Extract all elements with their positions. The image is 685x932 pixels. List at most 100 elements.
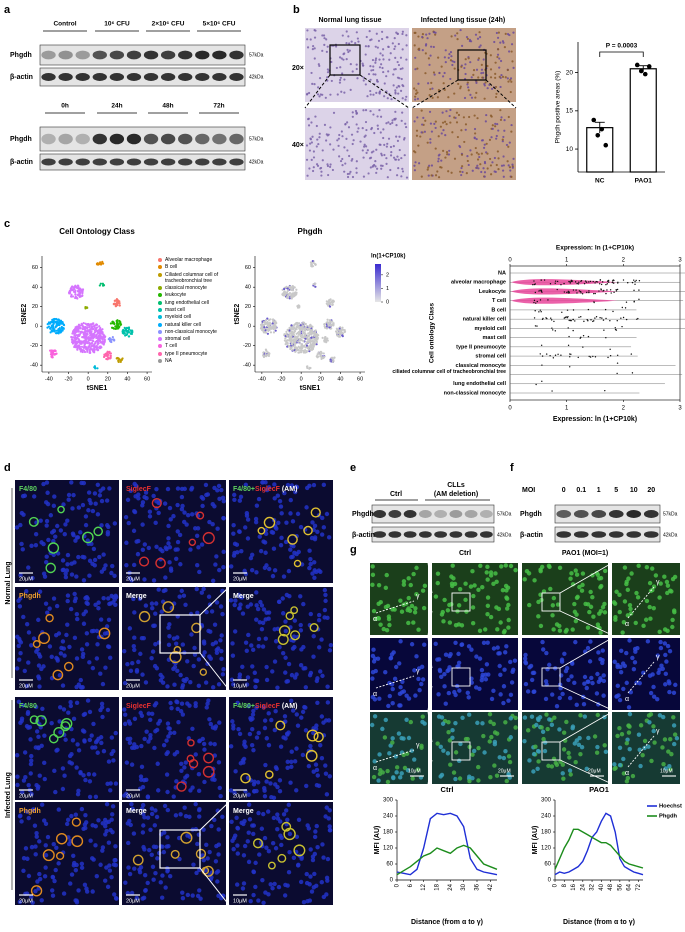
- cell: [444, 61, 447, 64]
- cell: [39, 540, 44, 545]
- cell: [387, 45, 390, 48]
- scale-bar-label: 20μM: [126, 793, 140, 799]
- cell-dot: [263, 326, 266, 329]
- cell: [383, 95, 386, 98]
- cell: [465, 35, 469, 39]
- cell-dot: [609, 289, 612, 291]
- cell: [379, 115, 383, 118]
- cell-dot: [316, 353, 319, 356]
- cell: [294, 746, 299, 751]
- cell: [470, 568, 475, 574]
- cell: [124, 562, 129, 568]
- cell: [315, 163, 319, 166]
- cell: [476, 164, 479, 167]
- cell-dot: [294, 338, 297, 341]
- cell: [231, 522, 236, 528]
- cell: [89, 541, 94, 547]
- cell: [246, 859, 252, 865]
- cell: [482, 58, 485, 61]
- cell: [451, 576, 456, 581]
- y-tick-label: -40: [30, 363, 38, 369]
- cell: [166, 536, 171, 541]
- blot-band: [143, 158, 159, 166]
- cell: [478, 31, 481, 34]
- cell: [484, 120, 487, 123]
- cell: [109, 751, 114, 757]
- cell: [231, 553, 237, 558]
- cell: [160, 844, 165, 849]
- cell: [357, 40, 360, 43]
- cell-dot: [636, 318, 638, 320]
- cell-dot: [539, 309, 542, 311]
- cell: [100, 486, 106, 491]
- cell: [318, 95, 321, 98]
- cell-dot: [269, 323, 272, 326]
- cell: [340, 90, 343, 93]
- cell-dot: [108, 336, 111, 340]
- cell: [312, 871, 317, 877]
- cell: [502, 41, 505, 44]
- cell: [497, 31, 500, 34]
- data-point: [595, 132, 601, 138]
- cell-dot: [331, 360, 334, 363]
- cell: [414, 151, 417, 154]
- cell: [448, 149, 451, 152]
- cell-dot: [75, 296, 79, 300]
- cell-dot: [329, 358, 332, 361]
- cell-dot: [332, 300, 335, 303]
- cell: [446, 153, 449, 156]
- cell: [320, 842, 325, 847]
- cell: [401, 67, 404, 70]
- cell-dot: [290, 339, 293, 342]
- cell: [56, 861, 61, 866]
- cell: [270, 841, 276, 846]
- blot-band: [160, 73, 176, 81]
- cell: [416, 91, 419, 94]
- cell: [253, 684, 258, 690]
- cell: [367, 172, 370, 175]
- cell-dot: [306, 340, 309, 344]
- cell: [59, 645, 64, 651]
- cell-dot: [106, 350, 109, 353]
- cell: [573, 618, 579, 624]
- cell: [507, 164, 510, 167]
- cell: [501, 75, 505, 78]
- cell-dot: [293, 336, 296, 339]
- cell: [94, 873, 99, 879]
- cell: [314, 115, 317, 118]
- cell-dot: [260, 325, 264, 328]
- cell: [157, 718, 163, 724]
- cell: [425, 33, 428, 36]
- cell-dot: [94, 341, 97, 344]
- cell: [645, 639, 651, 644]
- cell-dot: [262, 323, 265, 326]
- cell: [236, 726, 241, 732]
- inset-line: [427, 685, 433, 711]
- cell-dot: [609, 319, 611, 322]
- cell: [51, 528, 57, 534]
- cell: [23, 774, 28, 780]
- cell: [319, 166, 323, 170]
- cell: [87, 737, 93, 743]
- cell: [445, 608, 451, 613]
- cell-dot: [130, 332, 134, 336]
- cell: [167, 505, 173, 511]
- cell: [498, 692, 503, 697]
- cell: [568, 576, 573, 581]
- cell: [113, 730, 118, 736]
- marker-gamma: γ: [416, 668, 420, 675]
- cell: [437, 154, 440, 157]
- cell-dot: [547, 299, 549, 301]
- cell: [400, 119, 403, 122]
- cell-dot: [79, 350, 82, 353]
- cell: [162, 803, 168, 809]
- group-label: Control: [53, 21, 76, 28]
- cell-dot: [292, 292, 296, 295]
- cell: [275, 816, 281, 821]
- cell: [394, 765, 400, 770]
- cell: [344, 162, 347, 165]
- blot-band: [75, 73, 90, 81]
- cell-dot: [554, 354, 557, 356]
- cell: [466, 81, 469, 84]
- cell: [127, 740, 133, 746]
